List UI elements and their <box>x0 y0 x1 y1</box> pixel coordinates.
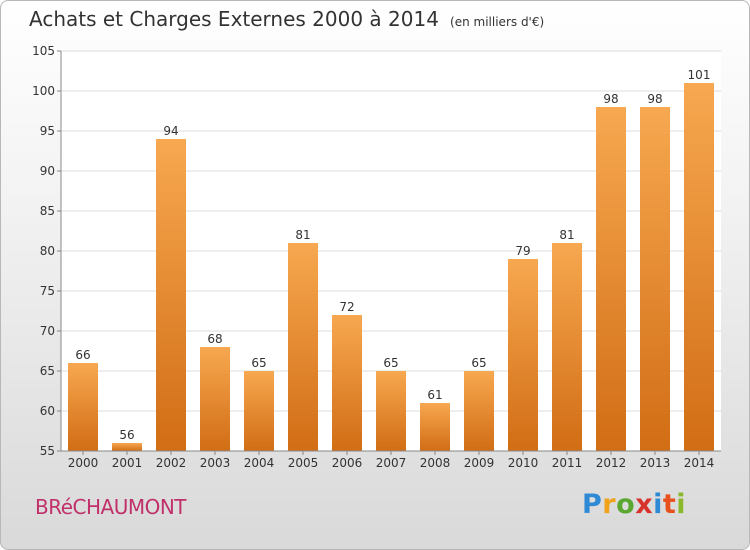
chart-unit: (en milliers d'€) <box>450 15 545 29</box>
y-tick-label: 80 <box>40 244 55 258</box>
bar <box>156 139 186 451</box>
bar-value-label: 94 <box>163 124 178 138</box>
x-tick-label: 2000 <box>68 456 99 470</box>
axes <box>57 50 721 455</box>
y-tick-label: 95 <box>40 124 55 138</box>
bar <box>332 315 362 451</box>
bar <box>508 259 538 451</box>
bar-value-label: 68 <box>207 332 222 346</box>
x-tick-label: 2008 <box>420 456 451 470</box>
x-tick-label: 2009 <box>464 456 495 470</box>
bar-value-label: 66 <box>75 348 90 362</box>
y-tick-label: 90 <box>40 164 55 178</box>
x-tick-label: 2002 <box>156 456 187 470</box>
bar-value-label: 65 <box>383 356 398 370</box>
bar <box>244 371 274 451</box>
logo-letter: r <box>602 489 617 520</box>
bar-value-label: 56 <box>119 428 134 442</box>
bar-value-label: 98 <box>603 92 618 106</box>
bar <box>684 83 714 451</box>
bar-value-label: 65 <box>251 356 266 370</box>
x-tick-label: 2003 <box>200 456 231 470</box>
y-tick-label: 75 <box>40 284 55 298</box>
y-tick-label: 85 <box>40 204 55 218</box>
x-tick-label: 2010 <box>508 456 539 470</box>
y-tick-label: 105 <box>32 44 55 58</box>
x-tick-label: 2007 <box>376 456 407 470</box>
logo-letter: t <box>662 489 677 520</box>
bar-value-label: 61 <box>427 388 442 402</box>
logo-letter: x <box>635 489 654 520</box>
proxiti-logo: Proxiti <box>582 489 686 520</box>
bar-value-label: 81 <box>559 228 574 242</box>
labels: 55 60 65 70 75 80 85 90 95 100 105 66 2000 56 2001 94 20… <box>32 44 714 470</box>
bar <box>112 443 142 451</box>
chart-title-text: Achats et Charges Externes 2000 à 2014 <box>29 7 439 31</box>
y-tick-label: 55 <box>40 444 55 458</box>
x-tick-label: 2012 <box>596 456 627 470</box>
chart-title: Achats et Charges Externes 2000 à 2014 (… <box>29 7 544 31</box>
x-tick-label: 2011 <box>552 456 583 470</box>
logo-letter: i <box>676 489 687 520</box>
bar-value-label: 65 <box>471 356 486 370</box>
y-tick-label: 65 <box>40 364 55 378</box>
bar <box>420 403 450 451</box>
bar <box>552 243 582 451</box>
y-tick-label: 100 <box>32 84 55 98</box>
logo-letter: o <box>616 489 636 520</box>
x-tick-label: 2013 <box>640 456 671 470</box>
bar <box>288 243 318 451</box>
logo-letter: P <box>582 489 603 520</box>
y-tick-label: 60 <box>40 404 55 418</box>
x-tick-label: 2014 <box>684 456 715 470</box>
bar <box>596 107 626 451</box>
x-tick-label: 2006 <box>332 456 363 470</box>
bar-value-label: 81 <box>295 228 310 242</box>
y-tick-label: 70 <box>40 324 55 338</box>
bar-value-label: 72 <box>339 300 354 314</box>
town-name: BRéCHAUMONT <box>35 495 187 519</box>
bar-value-label: 98 <box>647 92 662 106</box>
bar <box>640 107 670 451</box>
bar <box>68 363 98 451</box>
x-tick-label: 2005 <box>288 456 319 470</box>
x-tick-label: 2004 <box>244 456 275 470</box>
bars <box>68 83 714 451</box>
x-tick-label: 2001 <box>112 456 143 470</box>
bar <box>200 347 230 451</box>
bar-value-label: 101 <box>688 68 711 82</box>
logo-letter: i <box>653 489 663 520</box>
bar <box>376 371 406 451</box>
bar <box>464 371 494 451</box>
bar-value-label: 79 <box>515 244 530 258</box>
